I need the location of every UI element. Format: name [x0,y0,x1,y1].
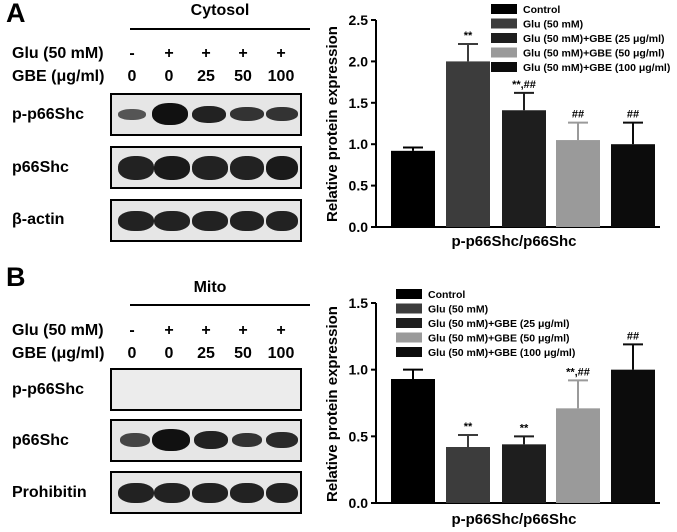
panel-b-glu-cell: + [276,322,286,339]
legend-label: Glu (50 mM)+GBE (50 μg/ml) [523,48,665,60]
y-tick-label: 1.0 [349,362,369,378]
y-tick-label: 0.0 [349,495,369,511]
legend-swatch [396,347,422,357]
panel-a-title-underline [130,28,310,30]
panel-a-gbe-cell: 0 [164,68,174,85]
panel-a-letter: A [6,0,26,28]
legend-label: Control [523,4,560,16]
panel-b-blot-label: p66Shc [12,432,69,449]
panel-a-blot-label: p-p66Shc [12,106,85,123]
panel-b-gbe-cell: 0 [127,345,137,362]
panel-a-gbe-cell: 25 [197,68,215,85]
legend-label: Glu (50 mM)+GBE (50 μg/ml) [428,333,570,345]
bar [391,379,435,503]
blot-b-p-p66shc [110,368,302,411]
significance-label: ** [464,30,473,42]
panel-b-glu-label: Glu (50 mM) [12,322,104,339]
legend-swatch [491,47,517,58]
legend-swatch [491,4,517,14]
bar [556,408,600,503]
bar [446,447,490,503]
panel-b-glu-cell: + [238,322,248,339]
y-tick-label: 0.5 [349,428,369,444]
panel-b-glu-cell: + [164,322,174,339]
panel-b-gbe-cell: 50 [234,345,252,362]
y-tick-label: 2.0 [349,53,369,69]
significance-label: ** [520,422,529,434]
significance-label: ## [627,109,639,121]
legend-swatch [396,289,422,299]
y-tick-label: 2.5 [349,12,369,28]
panel-b-gbe-cell: 25 [197,345,215,362]
panel-a-compartment-title: Cytosol [190,2,250,19]
legend-label: Glu (50 mM)+GBE (100 μg/ml) [428,347,575,359]
panel-a-glu-cell: + [276,45,286,62]
panel-b-gbe-cell: 0 [164,345,174,362]
panel-b-letter: B [6,262,26,292]
chart-a-xlabel: p-p66Shc/p66Shc [451,233,576,250]
y-tick-label: 1.5 [349,295,369,311]
legend-label: Glu (50 mM)+GBE (25 μg/ml) [428,318,570,330]
bar [502,444,546,503]
y-tick-label: 0.5 [349,178,369,194]
chart-a-ylabel: Relative protein expression [324,26,341,222]
bar [556,140,600,227]
significance-label: ## [572,109,584,121]
panel-a-blot-label: p66Shc [12,159,69,176]
y-tick-label: 0.0 [349,219,369,235]
panel-b-glu-cell: + [201,322,211,339]
legend-swatch [396,318,422,328]
bar [391,150,435,227]
blot-a-p-p66shc [110,93,302,136]
panel-a-gbe-cell: 0 [127,68,137,85]
panel-a-gbe-label: GBE (μg/ml) [12,68,105,85]
panel-b-compartment-title: Mito [193,279,227,296]
panel-b-glu-cell: - [129,322,135,339]
legend-swatch [396,332,422,343]
legend-swatch [491,33,517,43]
legend-swatch [491,62,517,72]
blot-b-p66shc [110,419,302,462]
legend-swatch [396,303,422,314]
bar [611,144,655,227]
legend-label: Control [428,289,465,301]
panel-b-title-underline [130,304,310,306]
significance-label: **,## [512,79,536,91]
panel-a-gbe-cell: 50 [234,68,252,85]
panel-a-blot-label: β-actin [12,211,65,228]
blot-b-prohibitin [110,471,302,514]
significance-label: ** [464,421,473,433]
bar [502,110,546,227]
panel-a-gbe-cell: 100 [267,68,295,85]
significance-label: ## [627,330,639,342]
y-tick-label: 1.5 [349,95,369,111]
legend-swatch [491,18,517,29]
legend-label: Glu (50 mM) [523,19,583,31]
panel-b-blot-label: Prohibitin [12,484,87,501]
panel-a-glu-cell: + [238,45,248,62]
bar [611,369,655,503]
panel-b-gbe-cell: 100 [267,345,295,362]
bar [446,61,490,228]
panel-a-glu-label: Glu (50 mM) [12,45,104,62]
legend-label: Glu (50 mM) [428,304,488,316]
chart-b: Relative protein expression p-p66Shc/p66… [324,289,660,528]
blot-a-beta-actin [110,199,302,242]
blot-a-p66shc [110,146,302,189]
panel-b-blot-label: p-p66Shc [12,381,85,398]
chart-b-xlabel: p-p66Shc/p66Shc [451,511,576,528]
chart-b-ylabel: Relative protein expression [324,306,341,502]
panel-a-glu-cell: - [129,45,135,62]
panel-a-glu-cell: + [201,45,211,62]
chart-a: Relative protein expression p-p66Shc/p66… [324,4,670,250]
y-tick-label: 1.0 [349,136,369,152]
panel-b-gbe-label: GBE (μg/ml) [12,345,105,362]
legend-label: Glu (50 mM)+GBE (25 μg/ml) [523,33,665,45]
legend-label: Glu (50 mM)+GBE (100 μg/ml) [523,62,670,74]
panel-a-glu-cell: + [164,45,174,62]
significance-label: **,## [566,366,590,378]
